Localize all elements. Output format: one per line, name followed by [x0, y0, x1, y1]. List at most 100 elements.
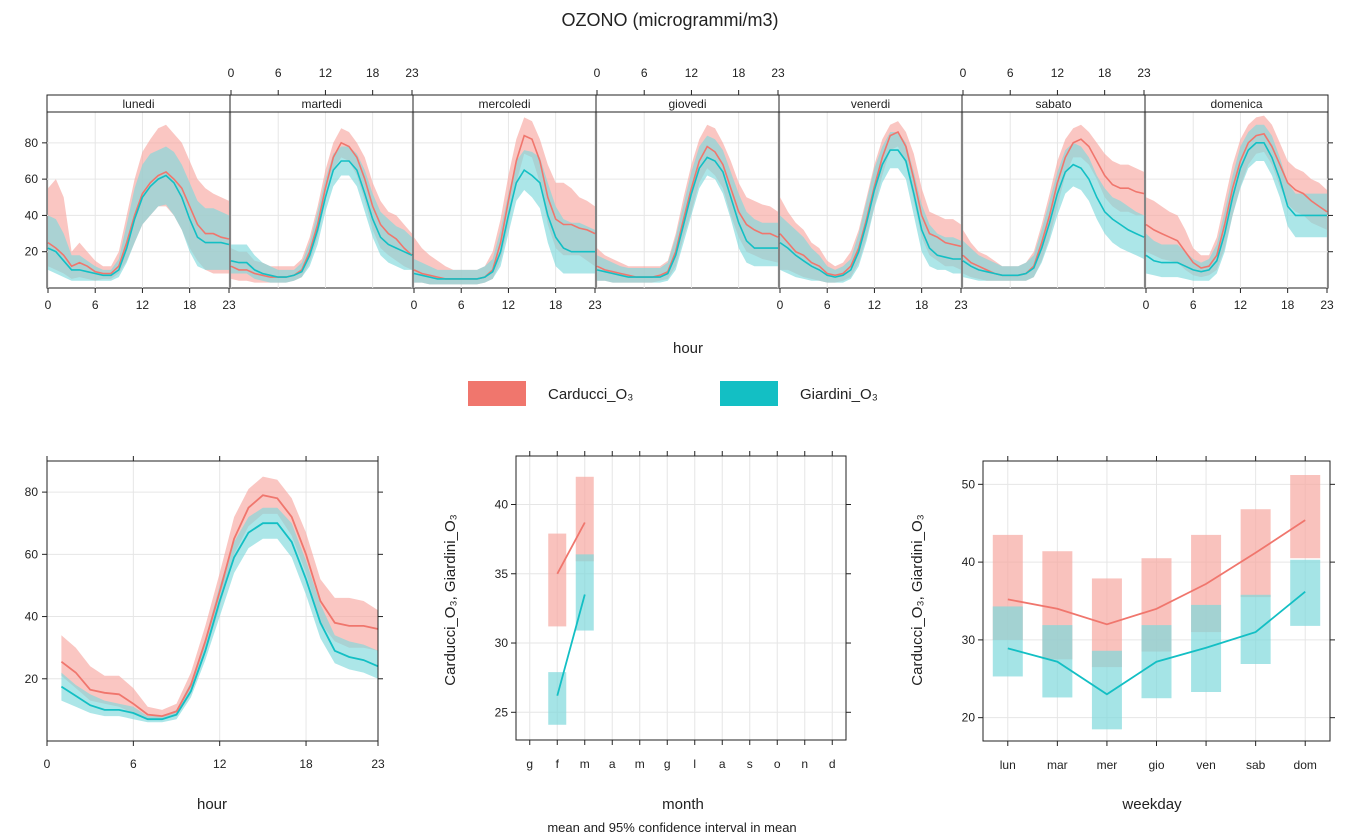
x-tick-label: 18: [549, 298, 563, 312]
x-tick-label: 6: [824, 298, 831, 312]
month-chart: g f m a m g l a s o n d 25 30 35 40: [495, 451, 851, 771]
x-tick-label: m: [635, 757, 645, 771]
series-line-carducci: [1145, 132, 1328, 269]
series-line-carducci: [230, 141, 413, 278]
y-tick-label: 50: [962, 477, 976, 491]
hour-x-axis-title: hour: [197, 796, 227, 813]
x-tick-label: s: [747, 757, 753, 771]
series-line-giardini: [230, 160, 413, 278]
x-tick-label: 0: [44, 757, 51, 771]
plot-frame: [46, 460, 379, 742]
panel-venerdi: venerdi 0 6 12 18 23: [777, 94, 968, 312]
figure-title: OZONO (microgrammi/m3): [562, 10, 779, 30]
ci-band-giardini: [414, 150, 595, 285]
y-tick-label: 20: [25, 245, 39, 259]
hour-chart: 0 6 12 18 23 20 40 60 80: [25, 456, 385, 771]
x-tick-label: 18: [1281, 298, 1295, 312]
y-tick-label: 40: [25, 610, 39, 624]
x-tick-label: 23: [954, 298, 968, 312]
series-line-carducci: [47, 170, 230, 275]
x-tick-label: 12: [502, 298, 516, 312]
series-line-giardini: [556, 594, 586, 696]
x-tick-label: 0: [960, 66, 967, 80]
panel-sabato: sabato 0 6 12 18 23: [960, 66, 1151, 288]
x-tick-label: 23: [771, 66, 785, 80]
series-line-giardini: [413, 168, 595, 280]
x-tick-label: 23: [222, 298, 236, 312]
ci-band-giardini: [48, 146, 229, 281]
series-line-giardini: [1145, 142, 1327, 273]
x-tick-label: 23: [405, 66, 419, 80]
x-tick-label: 18: [183, 298, 197, 312]
plot-frame: [515, 455, 847, 741]
x-tick-label: g: [526, 757, 533, 771]
x-tick-label: 6: [458, 298, 465, 312]
y-tick-label: 20: [962, 711, 976, 725]
x-tick-label: 0: [594, 66, 601, 80]
series-line-giardini: [962, 163, 1145, 277]
x-tick-label: 0: [411, 298, 418, 312]
strip-label: lunedi: [122, 97, 154, 111]
x-tick-label: 0: [45, 298, 52, 312]
legend-label-giardini: Giardini_O₃: [800, 386, 878, 403]
x-tick-label: mer: [1097, 758, 1118, 772]
series-line-giardini: [596, 156, 778, 278]
strip-label: martedi: [301, 97, 341, 111]
month-y-axis-title: Carducci_O₃, Giardini_O₃: [442, 514, 459, 685]
x-tick-label: 12: [1234, 298, 1248, 312]
x-tick-label: 12: [319, 66, 333, 80]
x-tick-label: 12: [1051, 66, 1065, 80]
legend-swatch-carducci: [468, 381, 526, 406]
y-tick-label: 35: [495, 567, 509, 581]
y-tick-label: 40: [25, 208, 39, 222]
y-tick-label: 25: [495, 705, 509, 719]
legend-label-carducci: Carducci_O₃: [548, 386, 633, 403]
x-tick-label: a: [719, 757, 726, 771]
strip-label: giovedi: [668, 97, 706, 111]
legend: Carducci_O₃ Giardini_O₃: [468, 381, 878, 406]
series-line-giardini: [1007, 591, 1306, 696]
x-tick-label: d: [829, 757, 836, 771]
y-tick-label: 60: [25, 547, 39, 561]
ci-band-giardini: [963, 142, 1144, 281]
ci-box-carducci: [548, 533, 567, 627]
series-line-giardini: [60, 522, 379, 721]
x-tick-label: 23: [1137, 66, 1151, 80]
y-tick-label: 20: [25, 672, 39, 686]
x-tick-label: f: [556, 757, 560, 771]
x-tick-label: 23: [371, 757, 385, 771]
x-tick-label: a: [609, 757, 616, 771]
series-line-giardini: [779, 149, 961, 278]
panel-mercoledi: mercoledi 0 6 12 18 23: [411, 94, 602, 312]
x-tick-label: 18: [732, 66, 746, 80]
series-line-giardini: [47, 174, 230, 277]
series-line-carducci: [596, 145, 779, 278]
x-tick-label: 6: [641, 66, 648, 80]
ci-box-carducci: [1290, 475, 1321, 559]
x-tick-label: 6: [1190, 298, 1197, 312]
x-tick-label: 0: [228, 66, 235, 80]
x-tick-label: 18: [1098, 66, 1112, 80]
x-tick-label: 6: [1007, 66, 1014, 80]
x-tick-label: g: [664, 757, 671, 771]
panel-giovedi: giovedi 0 6 12 18 23: [594, 66, 785, 288]
strip-label: mercoledi: [478, 97, 530, 111]
weekday-x-axis-title: weekday: [1121, 796, 1182, 813]
x-tick-label: 0: [1143, 298, 1150, 312]
x-tick-label: 23: [588, 298, 602, 312]
y-tick-label: 40: [962, 555, 976, 569]
weekday-y-axis-title: Carducci_O₃, Giardini_O₃: [909, 514, 926, 685]
x-tick-label: o: [774, 757, 781, 771]
y-tick-label: 30: [962, 633, 976, 647]
legend-swatch-giardini: [720, 381, 778, 406]
x-tick-label: l: [693, 757, 696, 771]
x-tick-label: 6: [92, 298, 99, 312]
x-tick-label: ven: [1196, 758, 1215, 772]
y-tick-label: 30: [495, 636, 509, 650]
panel-domenica: domenica 0 6 12 18 23: [1143, 94, 1334, 312]
strip-label: venerdi: [851, 97, 890, 111]
series-line-carducci: [779, 130, 962, 277]
x-tick-label: lun: [1000, 758, 1016, 772]
ci-box-giardini: [548, 672, 567, 725]
ci-box-carducci: [575, 476, 594, 562]
